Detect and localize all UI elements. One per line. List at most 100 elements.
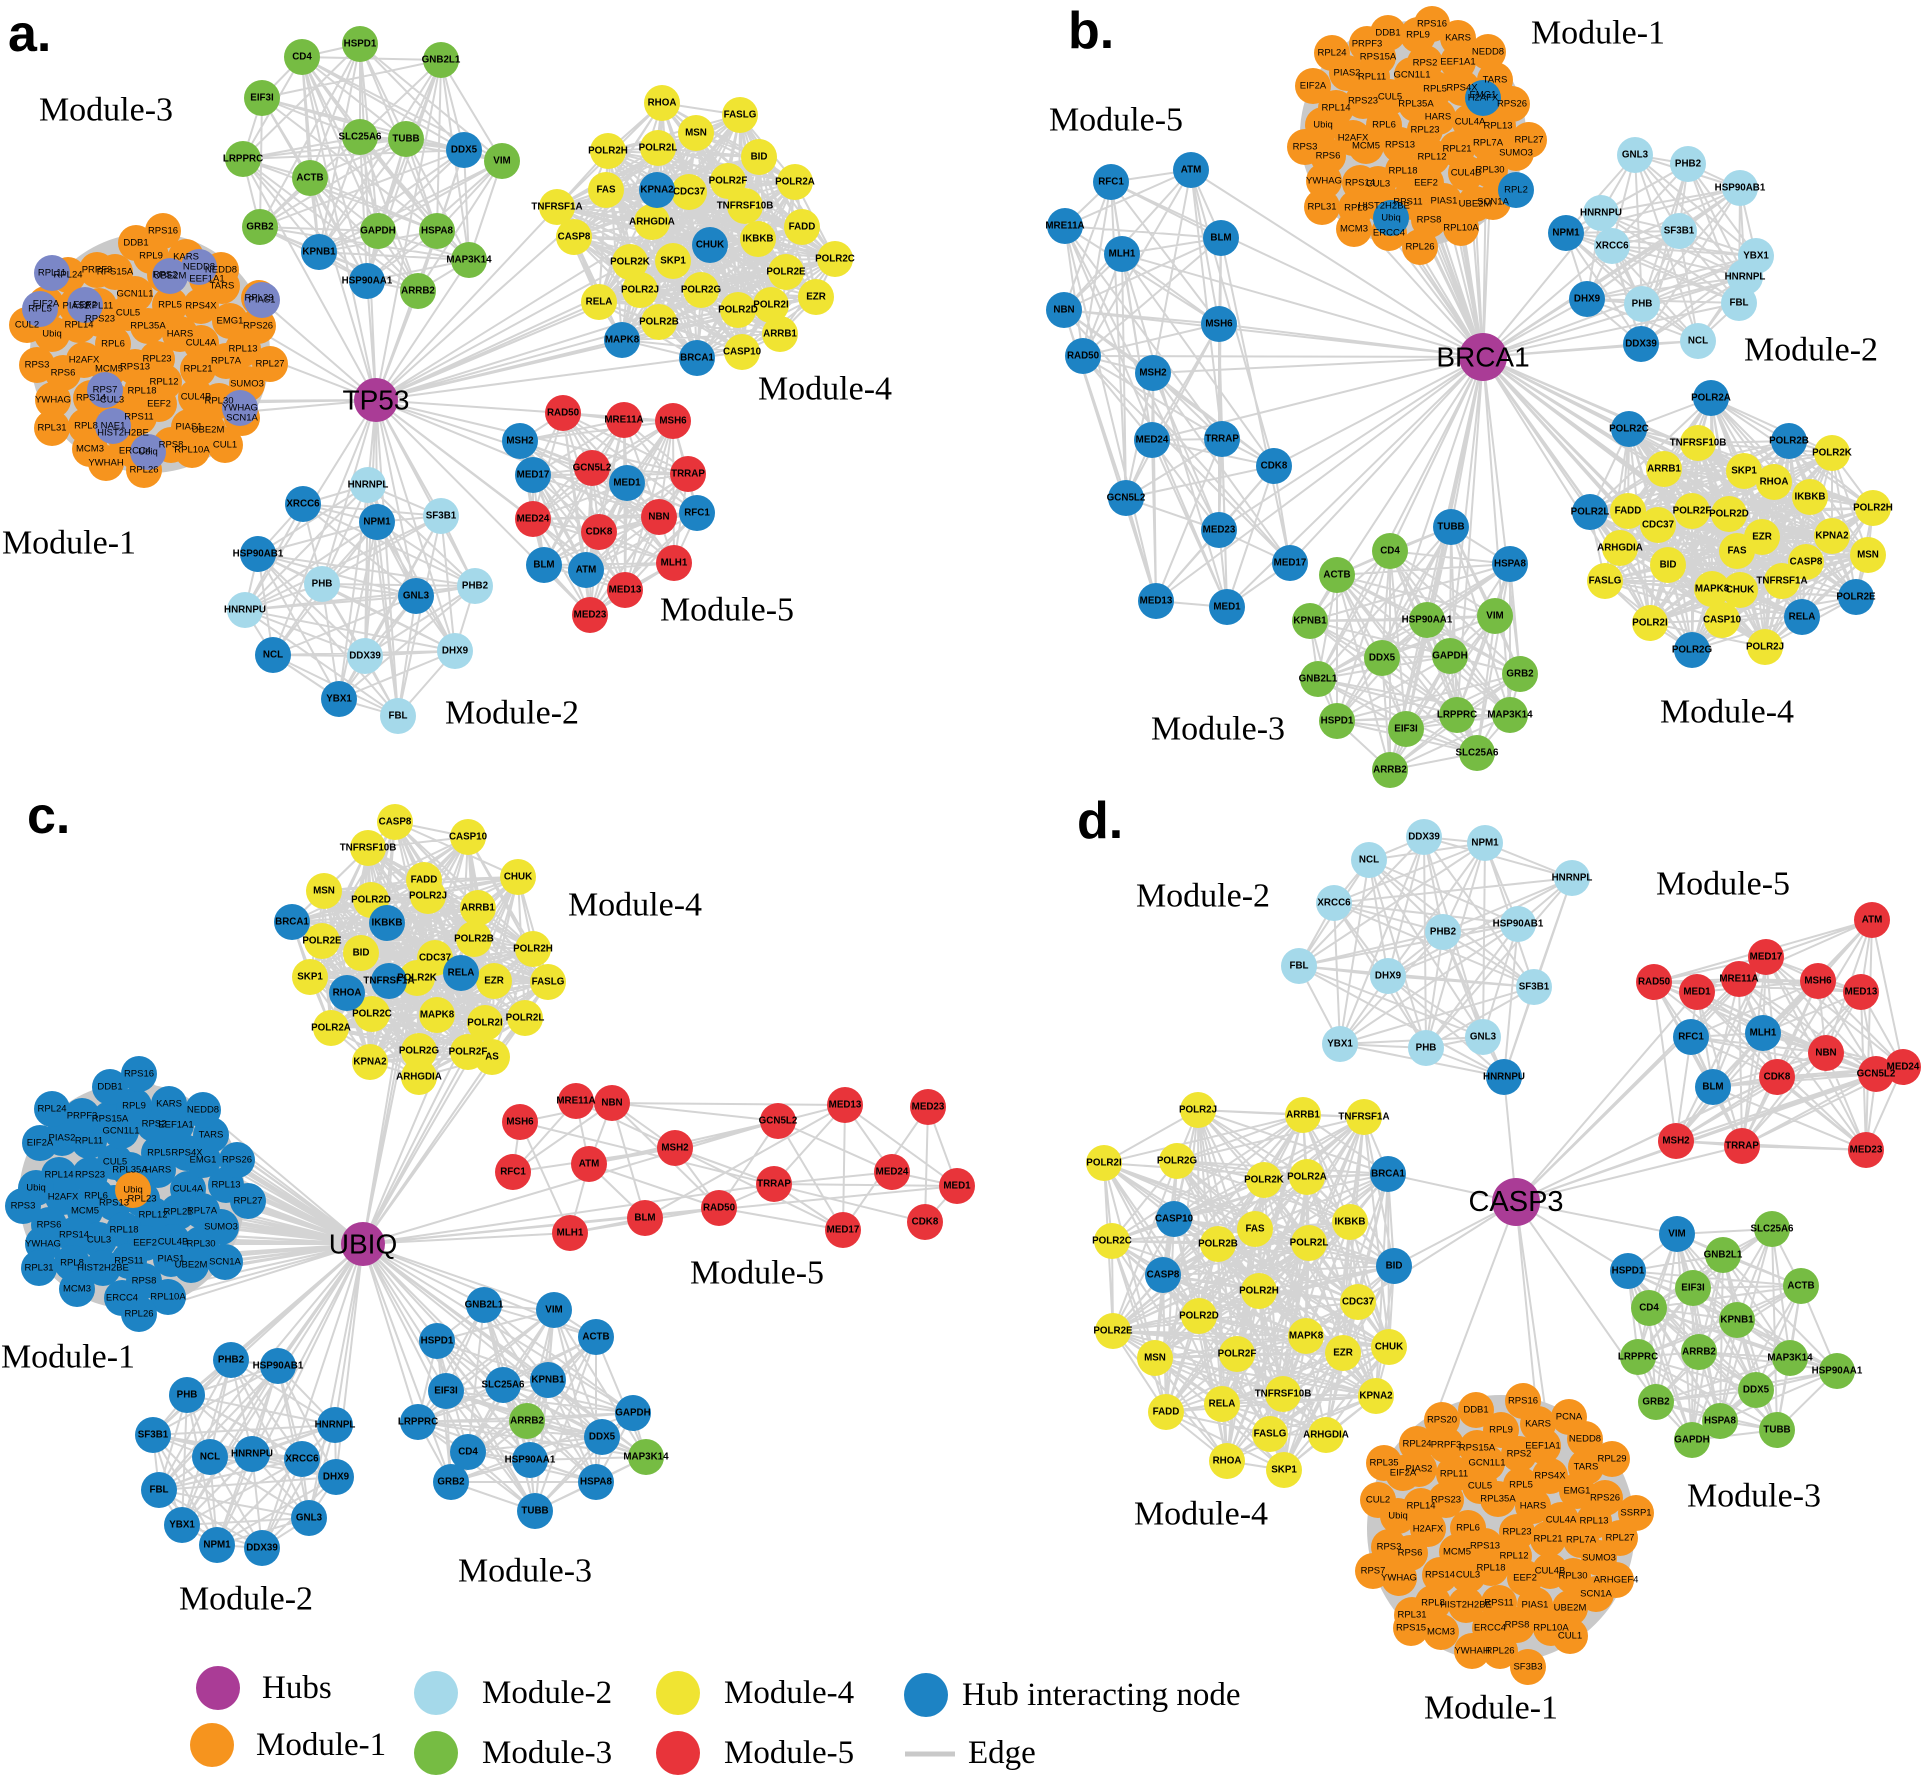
svg-text:PIAS1: PIAS1 — [158, 1254, 185, 1265]
svg-text:HARS: HARS — [167, 329, 193, 340]
svg-text:CASP3: CASP3 — [1468, 1186, 1563, 1218]
svg-text:ERCC4: ERCC4 — [1373, 228, 1405, 239]
svg-text:POLR2D: POLR2D — [1709, 509, 1749, 520]
svg-text:FASLG: FASLG — [1589, 576, 1622, 587]
svg-text:MSH2: MSH2 — [1662, 1136, 1690, 1147]
svg-text:NBN: NBN — [601, 1098, 622, 1109]
svg-text:POLR2K: POLR2K — [1812, 448, 1852, 459]
svg-text:CHUK: CHUK — [696, 240, 724, 251]
svg-text:ACTB: ACTB — [582, 1332, 609, 1343]
svg-text:KARS: KARS — [173, 252, 199, 263]
svg-text:CUL5: CUL5 — [103, 1157, 127, 1168]
svg-text:BRCA1: BRCA1 — [1371, 1169, 1405, 1180]
svg-text:FBL: FBL — [1289, 961, 1308, 972]
svg-text:RPL21: RPL21 — [163, 1207, 192, 1218]
svg-text:DDB1: DDB1 — [1463, 1405, 1488, 1416]
svg-text:PIAS1: PIAS1 — [1431, 196, 1458, 207]
svg-text:YWHAG: YWHAG — [25, 1239, 61, 1250]
svg-text:Module-1: Module-1 — [256, 1727, 386, 1763]
svg-text:Module-2: Module-2 — [1136, 878, 1270, 915]
svg-text:POLR2B: POLR2B — [1769, 436, 1809, 447]
svg-text:RPL30: RPL30 — [204, 396, 233, 407]
svg-text:SKP1: SKP1 — [660, 256, 686, 267]
svg-text:TRRAP: TRRAP — [1205, 434, 1239, 445]
svg-text:GAPDH: GAPDH — [360, 226, 395, 237]
svg-text:CHUK: CHUK — [1726, 585, 1754, 596]
svg-text:YBX1: YBX1 — [326, 694, 352, 705]
svg-text:GRB2: GRB2 — [1642, 1397, 1670, 1408]
svg-text:RPL18: RPL18 — [1476, 1563, 1505, 1574]
svg-text:d.: d. — [1077, 792, 1123, 850]
svg-text:SF3B1: SF3B1 — [1664, 226, 1695, 237]
svg-text:RPL31: RPL31 — [24, 1263, 53, 1274]
svg-text:RPL27: RPL27 — [1605, 1533, 1634, 1544]
svg-text:CUL3: CUL3 — [1456, 1570, 1480, 1581]
svg-text:MCM3: MCM3 — [76, 444, 104, 455]
svg-text:EIF2A: EIF2A — [1390, 1468, 1417, 1479]
svg-text:RPL14: RPL14 — [1321, 103, 1350, 114]
svg-text:MED23: MED23 — [1850, 1145, 1883, 1156]
svg-text:VIM: VIM — [1486, 611, 1503, 622]
svg-text:PIAS1: PIAS1 — [176, 422, 203, 433]
svg-text:RPL24: RPL24 — [37, 1104, 66, 1115]
svg-text:RPS14: RPS14 — [59, 1230, 89, 1241]
svg-text:POLR2C: POLR2C — [815, 254, 855, 265]
svg-text:HNRNPL: HNRNPL — [315, 1420, 356, 1431]
svg-text:RPL27: RPL27 — [233, 1196, 262, 1207]
svg-text:NEDD8: NEDD8 — [187, 1105, 219, 1116]
svg-text:SCN1A: SCN1A — [226, 413, 258, 424]
svg-text:CUL4B: CUL4B — [181, 392, 212, 403]
svg-text:ARHGDIA: ARHGDIA — [629, 217, 675, 228]
svg-text:HNRNPU: HNRNPU — [224, 605, 266, 616]
svg-text:POLR2L: POLR2L — [1290, 1238, 1329, 1249]
svg-text:RAD50: RAD50 — [1638, 977, 1671, 988]
svg-text:RPS23: RPS23 — [1431, 1495, 1461, 1506]
svg-text:MSH6: MSH6 — [506, 1117, 534, 1128]
svg-text:RPS23: RPS23 — [75, 1170, 105, 1181]
svg-text:KPNA2: KPNA2 — [1359, 1391, 1393, 1402]
svg-text:RPS15A: RPS15A — [1459, 1443, 1496, 1454]
svg-text:RPS2: RPS2 — [1507, 1449, 1532, 1460]
svg-text:EZR: EZR — [806, 292, 826, 303]
svg-text:UBE2M: UBE2M — [192, 425, 225, 436]
svg-text:Module-3: Module-3 — [1687, 1478, 1821, 1515]
svg-text:AS: AS — [485, 1052, 499, 1063]
svg-text:RPL5: RPL5 — [147, 1148, 171, 1159]
svg-text:H2AFX: H2AFX — [1338, 133, 1369, 144]
svg-text:TUBB: TUBB — [1763, 1425, 1790, 1436]
svg-text:Ubiq: Ubiq — [1381, 213, 1401, 224]
svg-text:MCM3: MCM3 — [1340, 224, 1368, 235]
svg-text:RPS15A: RPS15A — [92, 1114, 129, 1125]
svg-text:RPL27: RPL27 — [255, 359, 284, 370]
svg-text:HIST2H2BE: HIST2H2BE — [1440, 1600, 1492, 1611]
svg-text:NPM1: NPM1 — [203, 1540, 231, 1551]
svg-text:MED17: MED17 — [1274, 558, 1307, 569]
svg-text:NEDD8: NEDD8 — [1472, 47, 1504, 58]
svg-text:PIAS1: PIAS1 — [249, 295, 276, 306]
svg-text:NBN: NBN — [648, 512, 669, 523]
svg-text:MCM5: MCM5 — [1352, 141, 1380, 152]
svg-text:RPL18: RPL18 — [127, 386, 156, 397]
svg-text:RPL12: RPL12 — [149, 377, 178, 388]
svg-text:RPL30: RPL30 — [1475, 165, 1504, 176]
svg-text:RPS11: RPS11 — [1393, 197, 1422, 208]
svg-text:SLC25A6: SLC25A6 — [481, 1380, 525, 1391]
svg-text:PRPF3: PRPF3 — [1431, 1440, 1462, 1451]
svg-text:HNRNPL: HNRNPL — [1725, 272, 1766, 283]
svg-text:POLR2G: POLR2G — [1672, 645, 1713, 656]
svg-text:RPS7: RPS7 — [93, 385, 118, 396]
svg-text:IKBKB: IKBKB — [371, 918, 402, 929]
svg-text:KPNB1: KPNB1 — [302, 247, 336, 258]
svg-text:RPL11: RPL11 — [1358, 72, 1386, 83]
svg-text:DDX39: DDX39 — [1408, 832, 1440, 843]
svg-text:EMG1: EMG1 — [190, 1155, 217, 1166]
svg-text:PRPF3: PRPF3 — [82, 265, 113, 276]
svg-text:NCL: NCL — [200, 1452, 220, 1463]
svg-text:RHOA: RHOA — [1213, 1456, 1242, 1467]
svg-text:GNB2L1: GNB2L1 — [465, 1300, 504, 1311]
svg-text:RPL6: RPL6 — [1456, 1523, 1480, 1534]
svg-text:RPL13: RPL13 — [228, 344, 257, 355]
svg-text:RPL29: RPL29 — [244, 293, 273, 304]
svg-text:MAP3K14: MAP3K14 — [446, 255, 492, 266]
svg-text:CUL5: CUL5 — [1378, 92, 1402, 103]
